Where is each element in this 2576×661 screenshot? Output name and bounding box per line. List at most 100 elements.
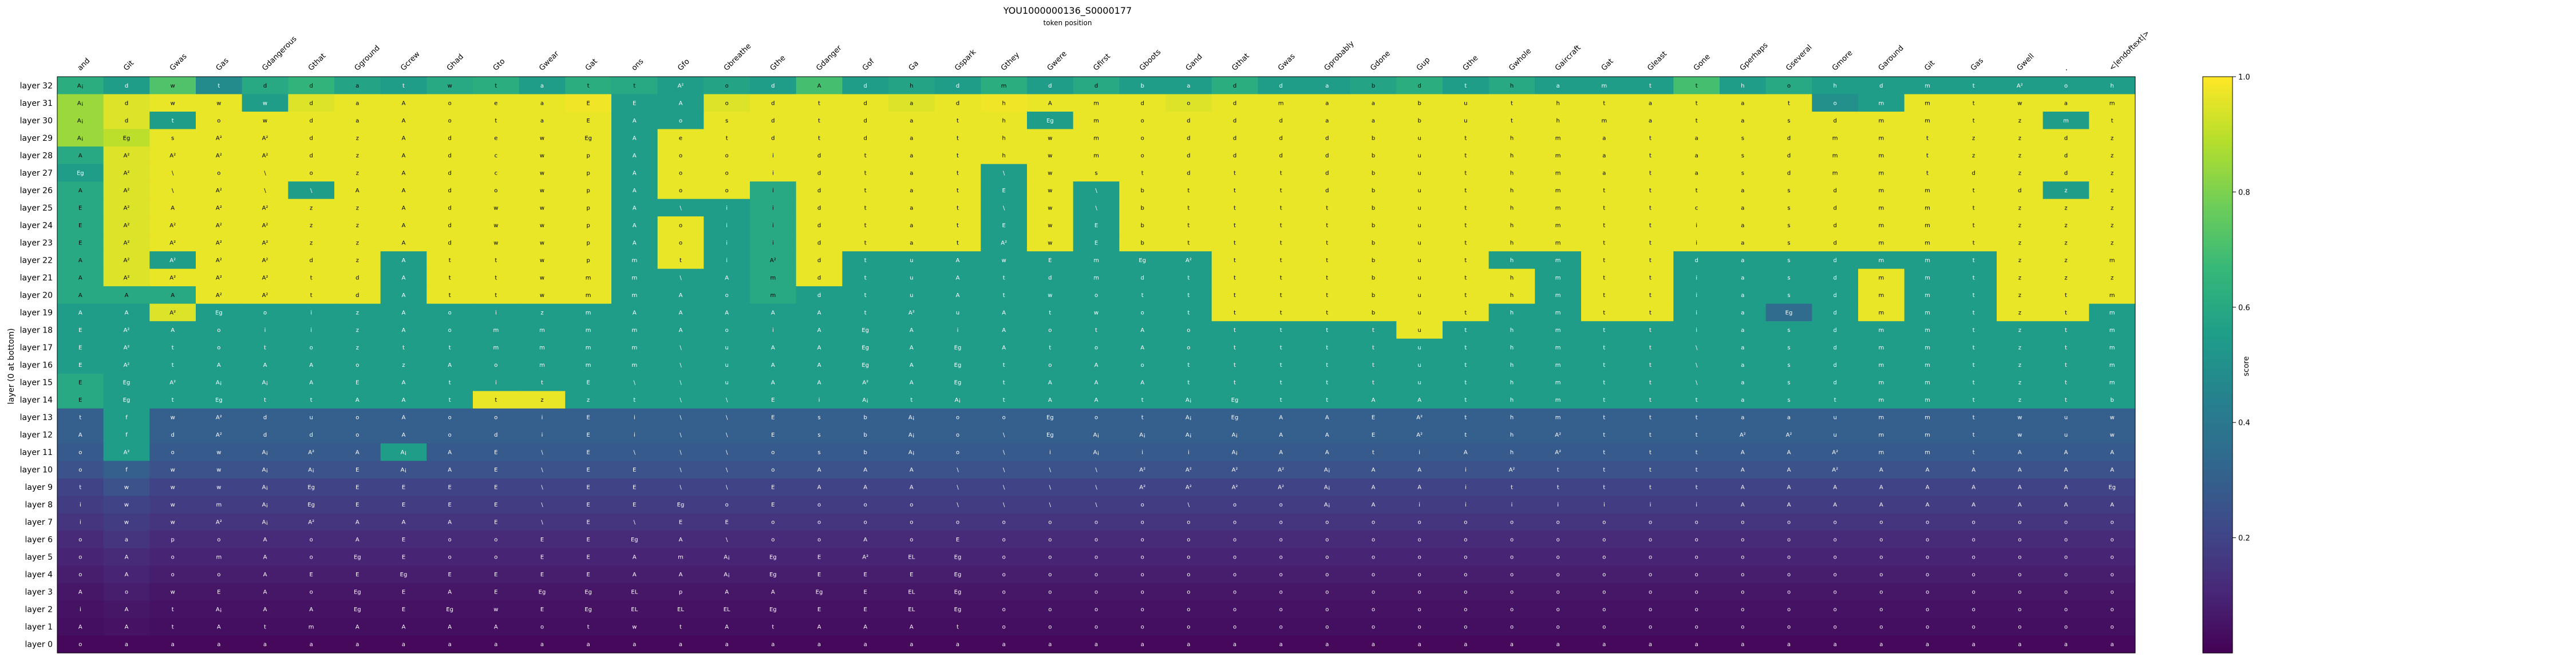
heatmap-cell [1211, 181, 1258, 200]
cell-token-label: a [355, 100, 359, 106]
cell-token-label: o [263, 310, 267, 316]
cell-token-label: A [448, 624, 452, 631]
cell-token-label: a [1325, 118, 1329, 124]
colorbar-segment [2203, 523, 2233, 527]
cell-token-label: o [1372, 537, 1375, 543]
cell-token-label: t [818, 118, 820, 124]
cell-token-label: a [540, 642, 544, 648]
cell-token-label: d [2018, 188, 2021, 194]
cell-token-label: o [1649, 572, 1652, 578]
heatmap-cell [1765, 199, 1812, 217]
cell-token-label: o [1602, 607, 1606, 613]
heatmap-cell [426, 268, 473, 287]
heatmap-cell [750, 216, 797, 235]
cell-token-label: t [1603, 240, 1605, 246]
cell-token-label: A [1971, 485, 1976, 491]
cell-token-label: o [771, 467, 775, 473]
row-tick-label: layer 5 [25, 553, 53, 562]
cell-token-label: h [1510, 450, 1514, 456]
cell-token-label: E [587, 520, 590, 526]
row-tick-label: layer 0 [25, 640, 53, 650]
cell-token-label: o [725, 188, 729, 194]
colorbar-segment [2203, 555, 2233, 559]
heatmap-cell [57, 181, 104, 200]
colorbar-segment [2203, 339, 2233, 342]
cell-token-label: A² [1232, 467, 1238, 473]
cell-token-label: A¡ [262, 467, 268, 473]
heatmap-cell [1350, 147, 1397, 165]
heatmap-cell [1443, 77, 1490, 95]
cell-token-label: EL [677, 607, 684, 613]
cell-token-label: o [1141, 589, 1144, 596]
cell-token-label: o [1048, 362, 1052, 369]
cell-token-label: i [80, 607, 81, 613]
heatmap-cell [796, 251, 843, 270]
cell-token-label: a [1418, 642, 1421, 648]
cell-token-label: A [402, 258, 406, 264]
heatmap-cell [103, 408, 150, 426]
row-tick-label: layer 21 [20, 274, 53, 283]
heatmap-cell [288, 77, 335, 95]
cell-token-label: o [1602, 589, 1606, 596]
cell-token-label: o [448, 327, 452, 334]
cell-token-label: o [1834, 555, 1837, 561]
heatmap-cell [1812, 199, 1859, 217]
cell-token-label: u [1417, 153, 1421, 159]
colorbar-segment [2203, 77, 2233, 80]
heatmap-cell [1627, 338, 1674, 357]
cell-token-label: z [2064, 188, 2067, 194]
cell-token-label: m [631, 292, 637, 299]
cell-token-label: A [1095, 362, 1099, 369]
heatmap-cell [934, 164, 981, 182]
heatmap-cell [2089, 94, 2136, 112]
cell-token-label: w [2017, 415, 2022, 421]
heatmap-cell [1443, 112, 1490, 130]
cell-token-label: A² [124, 170, 130, 176]
cell-token-label: t [1649, 240, 1652, 246]
heatmap-cell [981, 268, 1028, 287]
cell-token-label: m [1925, 310, 1930, 316]
cell-token-label: o [2018, 572, 2021, 578]
cell-token-label: d [1279, 83, 1282, 89]
cell-token-label: t [1187, 275, 1190, 281]
colorbar-segment [2203, 215, 2233, 219]
heatmap-cell [796, 321, 843, 339]
cell-token-label: b [1372, 240, 1375, 246]
heatmap-cell [57, 356, 104, 374]
colorbar-segment [2203, 607, 2233, 611]
colorbar-segment [2203, 540, 2233, 544]
cell-token-label: A [817, 485, 821, 491]
heatmap-cell [1720, 251, 1767, 270]
heatmap-cell [1488, 129, 1535, 147]
cell-token-label: A [448, 589, 452, 596]
heatmap-cell [1211, 268, 1258, 287]
heatmap-cell [1027, 199, 1074, 217]
cell-token-label: A¡ [908, 432, 915, 438]
heatmap-cell [1765, 356, 1812, 374]
cell-token-label: a [817, 642, 821, 648]
heatmap-cell [1396, 129, 1443, 147]
cell-token-label: m [1555, 240, 1561, 246]
heatmap-cell [1165, 321, 1212, 339]
cell-token-label: A² [262, 258, 268, 264]
heatmap-cell [750, 391, 797, 409]
cell-token-label: A [1741, 502, 1745, 508]
cell-token-label: t [633, 397, 635, 403]
heatmap-cell [1027, 77, 1074, 95]
cell-token-label: o [1325, 589, 1329, 596]
cell-token-label: A¡ [216, 607, 222, 613]
cell-token-label: o [956, 415, 959, 421]
colorbar-segment [2203, 275, 2233, 279]
cell-token-label: a [1695, 153, 1698, 159]
cell-token-label: o [1372, 624, 1375, 631]
heatmap-cell [611, 391, 658, 409]
heatmap-cell [842, 338, 889, 357]
cell-token-label: o [1141, 153, 1144, 159]
cell-token-label: E [771, 415, 775, 421]
cell-token-label: m [2109, 345, 2115, 351]
heatmap-cell [1165, 356, 1212, 374]
cell-token-label: o [817, 520, 821, 526]
cell-token-label: t [172, 118, 174, 124]
heatmap-cell [981, 181, 1028, 200]
cell-token-label: h [2110, 83, 2113, 89]
